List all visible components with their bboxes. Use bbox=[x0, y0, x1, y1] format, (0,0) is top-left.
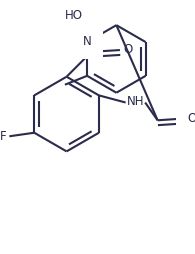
Text: NH: NH bbox=[127, 95, 145, 108]
Text: F: F bbox=[0, 130, 7, 143]
Text: O: O bbox=[188, 112, 195, 125]
Text: O: O bbox=[123, 43, 133, 56]
Text: HO: HO bbox=[65, 9, 83, 22]
Text: N: N bbox=[83, 35, 91, 48]
